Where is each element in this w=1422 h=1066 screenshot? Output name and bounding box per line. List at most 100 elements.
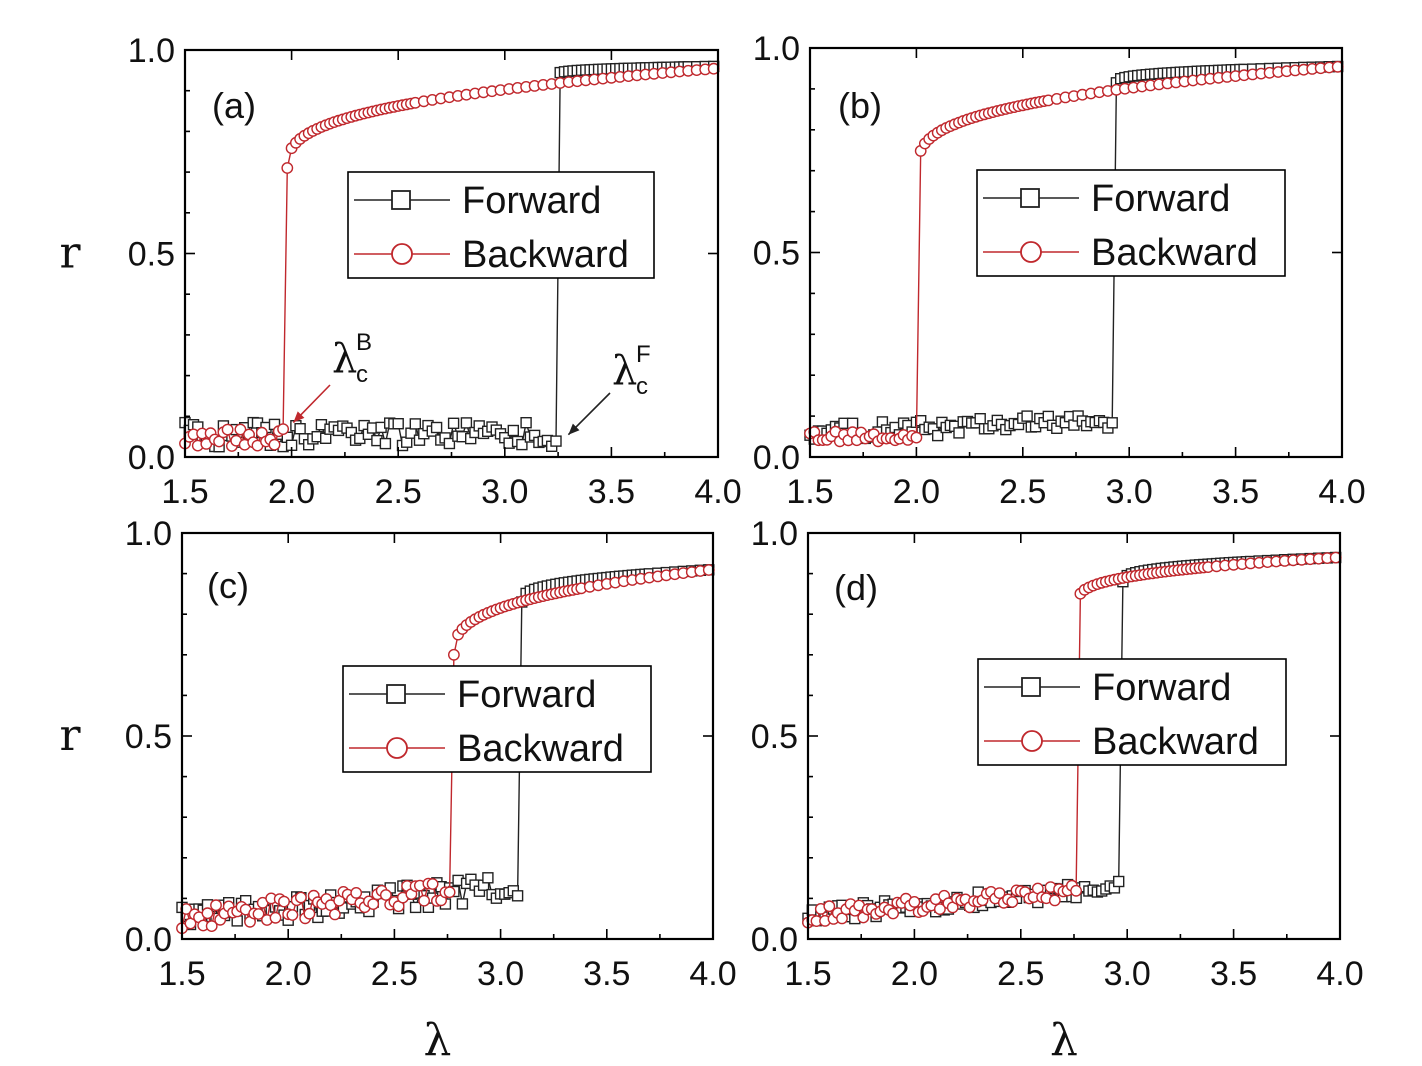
annotation-symbol: λ (332, 336, 357, 382)
data-point-circle (1048, 894, 1061, 907)
data-point-circle (1070, 884, 1083, 897)
x-tick-label: 3.0 (1106, 473, 1153, 511)
data-point-circle (934, 903, 946, 915)
data-point-circle (379, 889, 392, 901)
y-axis-label: r (59, 228, 81, 279)
data-point-square (550, 435, 562, 447)
x-tick-label: 1.5 (786, 473, 833, 511)
data-point-circle (277, 423, 289, 435)
data-point-square (1021, 410, 1033, 422)
data-point-circle (303, 907, 316, 920)
data-point-square (443, 437, 456, 450)
y-tick-label: 0.5 (751, 718, 798, 756)
annotation-symbol: λ (612, 348, 637, 394)
data-point-circle (269, 911, 282, 924)
legend-label: Forward (462, 180, 601, 222)
legend-label: Backward (1091, 232, 1258, 274)
data-point-circle (908, 896, 921, 908)
x-tick-label: 4.0 (694, 473, 741, 511)
legend-label: Backward (1092, 721, 1259, 763)
data-point-square (447, 417, 460, 429)
data-point-circle (221, 423, 234, 436)
y-tick-label: 0.5 (753, 235, 800, 273)
data-point-square (409, 901, 422, 914)
data-point-circle (268, 438, 281, 451)
data-point-circle (205, 920, 218, 932)
data-point-square (460, 417, 473, 429)
x-tick-label: 3.5 (1210, 955, 1257, 993)
series-backward (802, 551, 1342, 929)
x-tick-label: 1.5 (158, 955, 205, 993)
annotation-superscript: B (356, 329, 372, 356)
data-point-square (392, 418, 404, 430)
data-point-circle (286, 909, 299, 921)
legend-circle-marker (386, 737, 408, 759)
y-tick-label: 0.0 (125, 921, 172, 959)
legend-label: Forward (1091, 178, 1230, 220)
legend: Forward Backward (976, 169, 1286, 277)
data-point-circle (910, 431, 923, 444)
legend-label: Forward (1092, 667, 1231, 709)
data-point-circle (252, 908, 265, 920)
annotation-subscript: c (356, 361, 368, 388)
legend-circle-marker (391, 243, 413, 265)
data-point-circle (993, 887, 1006, 899)
y-tick-label: 1.0 (751, 515, 798, 553)
x-tick-label: 3.5 (1212, 473, 1259, 511)
y-tick-label: 0.5 (125, 718, 172, 756)
data-point-circle (447, 648, 460, 661)
data-point-circle (294, 891, 307, 904)
legend-square-marker (1020, 188, 1040, 208)
x-tick-label: 2.5 (371, 955, 418, 993)
legend-label: Backward (457, 728, 624, 770)
y-tick-label: 1.0 (753, 30, 800, 68)
x-tick-label: 2.0 (268, 473, 315, 511)
data-point-square (482, 872, 494, 884)
data-point-circle (328, 908, 341, 921)
data-point-square (430, 421, 443, 434)
x-tick-label: 3.5 (588, 473, 635, 511)
y-tick-label: 1.0 (125, 515, 172, 553)
y-tick-label: 0.5 (128, 236, 175, 274)
data-point-circle (1006, 896, 1019, 908)
x-tick-label: 4.0 (689, 955, 736, 993)
data-point-square (1106, 417, 1118, 429)
data-point-square (974, 413, 986, 425)
data-point-circle (418, 894, 430, 907)
series-backward (176, 564, 715, 935)
x-tick-label: 2.5 (375, 473, 422, 511)
x-tick-label: 3.0 (1104, 955, 1151, 993)
y-tick-label: 0.0 (753, 439, 800, 477)
data-point-circle (201, 907, 214, 920)
data-point-square (511, 890, 524, 902)
legend-square-marker (391, 190, 411, 210)
legend: Forward Backward (347, 171, 655, 279)
legend-label: Backward (462, 234, 629, 276)
data-point-circle (350, 887, 363, 899)
data-point-square (516, 438, 528, 451)
data-point-square (953, 427, 965, 439)
x-tick-label: 2.5 (997, 955, 1044, 993)
panel-label: (a) (212, 85, 256, 126)
x-tick-label: 1.5 (161, 473, 208, 511)
data-point-circle (367, 898, 380, 910)
annotation-critical-point: λFc (567, 341, 651, 436)
data-point-circle (210, 899, 222, 912)
legend-square-marker (1021, 677, 1041, 697)
y-tick-label: 1.0 (128, 32, 175, 70)
x-tick-label: 3.0 (477, 955, 524, 993)
annotation-subscript: c (636, 373, 648, 400)
y-tick-label: 0.0 (751, 921, 798, 959)
data-point-square (409, 418, 421, 430)
panel-c: 1.5 2.0 2.5 3.0 3.5 4.0 0.0 0.5 1.0 r λ (c) Forward B… (59, 515, 736, 1066)
legend-label: Forward (457, 674, 596, 716)
data-point-square (379, 437, 392, 450)
legend: Forward Backward (342, 665, 652, 773)
series-backward (804, 60, 1344, 448)
panel-label: (b) (838, 85, 882, 126)
legend-square-marker (386, 684, 406, 704)
data-point-circle (234, 423, 247, 436)
x-tick-label: 3.5 (583, 955, 630, 993)
data-point-square (932, 429, 944, 442)
